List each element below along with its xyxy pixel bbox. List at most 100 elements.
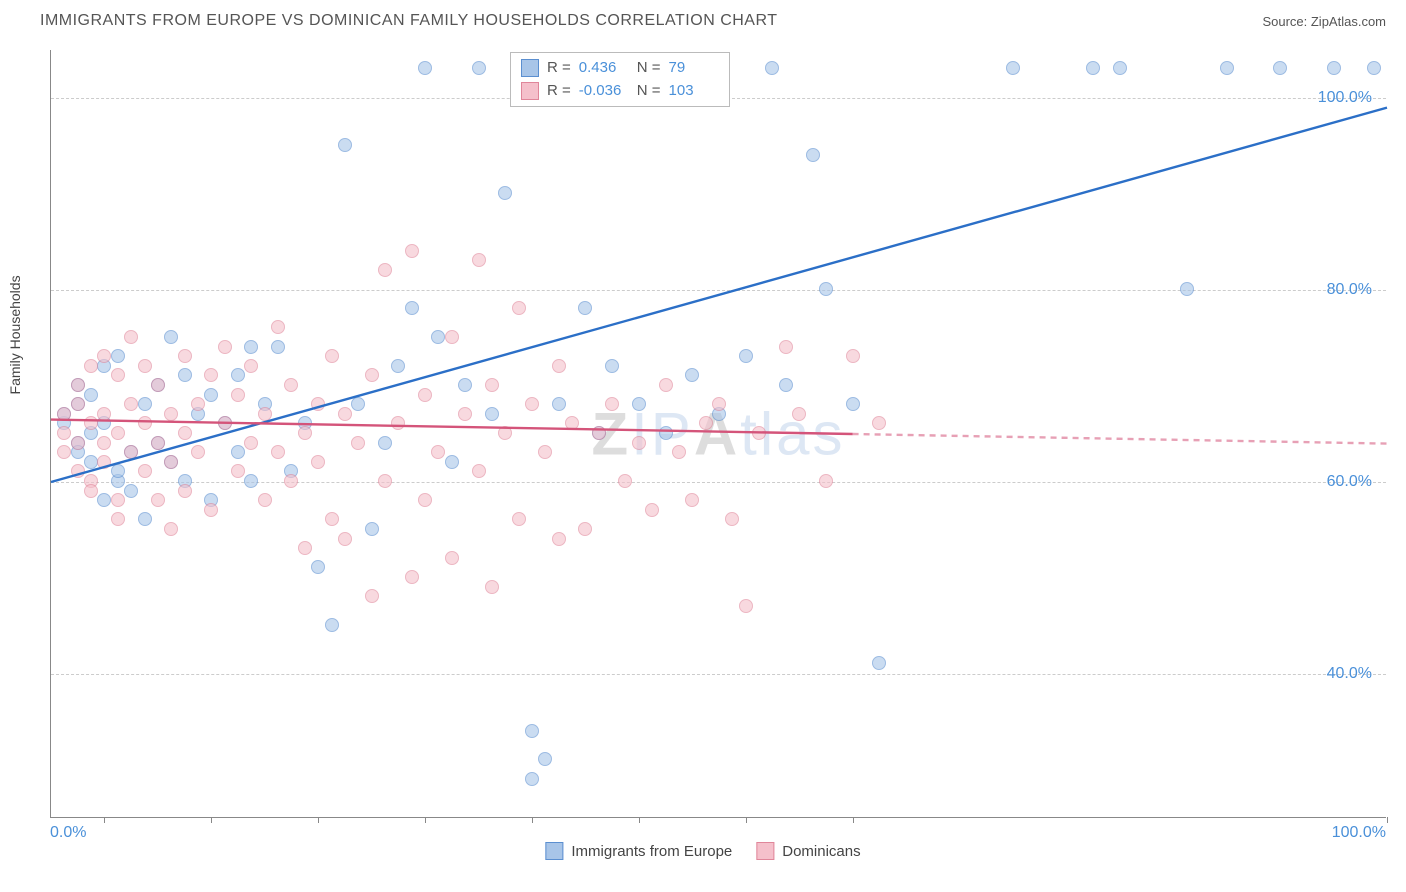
data-point-dominican [645, 503, 659, 517]
data-point-dominican [418, 388, 432, 402]
data-point-europe [231, 445, 245, 459]
data-point-dominican [552, 359, 566, 373]
data-point-dominican [71, 378, 85, 392]
data-point-europe [244, 340, 258, 354]
data-point-dominican [498, 426, 512, 440]
data-point-europe [765, 61, 779, 75]
legend-item: Dominicans [756, 842, 860, 860]
x-tick [211, 817, 212, 823]
data-point-dominican [538, 445, 552, 459]
gridline [51, 674, 1386, 675]
legend-swatch [545, 842, 563, 860]
data-point-dominican [284, 378, 298, 392]
data-point-europe [1367, 61, 1381, 75]
data-point-dominican [325, 512, 339, 526]
data-point-europe [458, 378, 472, 392]
data-point-europe [204, 388, 218, 402]
data-point-europe [1006, 61, 1020, 75]
data-point-dominican [605, 397, 619, 411]
x-tick [104, 817, 105, 823]
r-value: -0.036 [579, 80, 629, 103]
trend-lines [51, 50, 1386, 817]
data-point-dominican [792, 407, 806, 421]
data-point-europe [445, 455, 459, 469]
data-point-dominican [565, 416, 579, 430]
r-label: R = [547, 57, 571, 80]
data-point-europe [632, 397, 646, 411]
data-point-dominican [151, 378, 165, 392]
data-point-dominican [204, 368, 218, 382]
data-point-dominican [84, 359, 98, 373]
data-point-europe [525, 772, 539, 786]
data-point-dominican [284, 474, 298, 488]
data-point-dominican [298, 426, 312, 440]
data-point-dominican [632, 436, 646, 450]
legend-row-dominican: R =-0.036N =103 [521, 80, 719, 103]
legend-swatch [521, 82, 539, 100]
data-point-dominican [178, 426, 192, 440]
data-point-europe [1220, 61, 1234, 75]
legend-swatch [521, 59, 539, 77]
y-axis-label: Family Households [7, 275, 23, 394]
data-point-dominican [124, 330, 138, 344]
data-point-europe [231, 368, 245, 382]
data-point-dominican [592, 426, 606, 440]
x-tick [746, 817, 747, 823]
x-tick [639, 817, 640, 823]
data-point-dominican [298, 541, 312, 555]
data-point-dominican [872, 416, 886, 430]
x-tick [532, 817, 533, 823]
source-label: Source: ZipAtlas.com [1262, 14, 1386, 29]
legend-label: Dominicans [782, 843, 860, 860]
data-point-europe [872, 656, 886, 670]
n-value: 79 [669, 57, 719, 80]
data-point-europe [1113, 61, 1127, 75]
data-point-dominican [204, 503, 218, 517]
data-point-dominican [271, 320, 285, 334]
x-tick [318, 817, 319, 823]
r-label: R = [547, 80, 571, 103]
data-point-europe [779, 378, 793, 392]
data-point-dominican [431, 445, 445, 459]
x-tick [1387, 817, 1388, 823]
r-value: 0.436 [579, 57, 629, 80]
data-point-dominican [458, 407, 472, 421]
data-point-dominican [151, 436, 165, 450]
data-point-dominican [378, 474, 392, 488]
data-point-dominican [138, 359, 152, 373]
data-point-dominican [111, 368, 125, 382]
data-point-dominican [846, 349, 860, 363]
data-point-europe [84, 388, 98, 402]
data-point-dominican [57, 407, 71, 421]
data-point-dominican [311, 397, 325, 411]
y-tick-label: 80.0% [1327, 281, 1372, 299]
data-point-dominican [672, 445, 686, 459]
data-point-dominican [164, 455, 178, 469]
data-point-europe [365, 522, 379, 536]
data-point-dominican [712, 397, 726, 411]
y-tick-label: 100.0% [1318, 89, 1372, 107]
data-point-dominican [57, 426, 71, 440]
data-point-dominican [111, 512, 125, 526]
data-point-dominican [351, 436, 365, 450]
data-point-europe [578, 301, 592, 315]
data-point-dominican [618, 474, 632, 488]
data-point-dominican [191, 397, 205, 411]
data-point-europe [271, 340, 285, 354]
data-point-europe [1327, 61, 1341, 75]
data-point-europe [431, 330, 445, 344]
plot-area: ZIPAtlas 40.0%60.0%80.0%100.0% [50, 50, 1386, 818]
data-point-dominican [84, 484, 98, 498]
data-point-dominican [525, 397, 539, 411]
data-point-dominican [258, 493, 272, 507]
data-point-dominican [325, 349, 339, 363]
data-point-europe [1180, 282, 1194, 296]
data-point-dominican [338, 532, 352, 546]
data-point-dominican [512, 512, 526, 526]
data-point-dominican [218, 416, 232, 430]
data-point-dominican [151, 493, 165, 507]
data-point-europe [472, 61, 486, 75]
x-axis-max-label: 100.0% [1332, 824, 1386, 842]
data-point-dominican [138, 464, 152, 478]
data-point-dominican [97, 436, 111, 450]
